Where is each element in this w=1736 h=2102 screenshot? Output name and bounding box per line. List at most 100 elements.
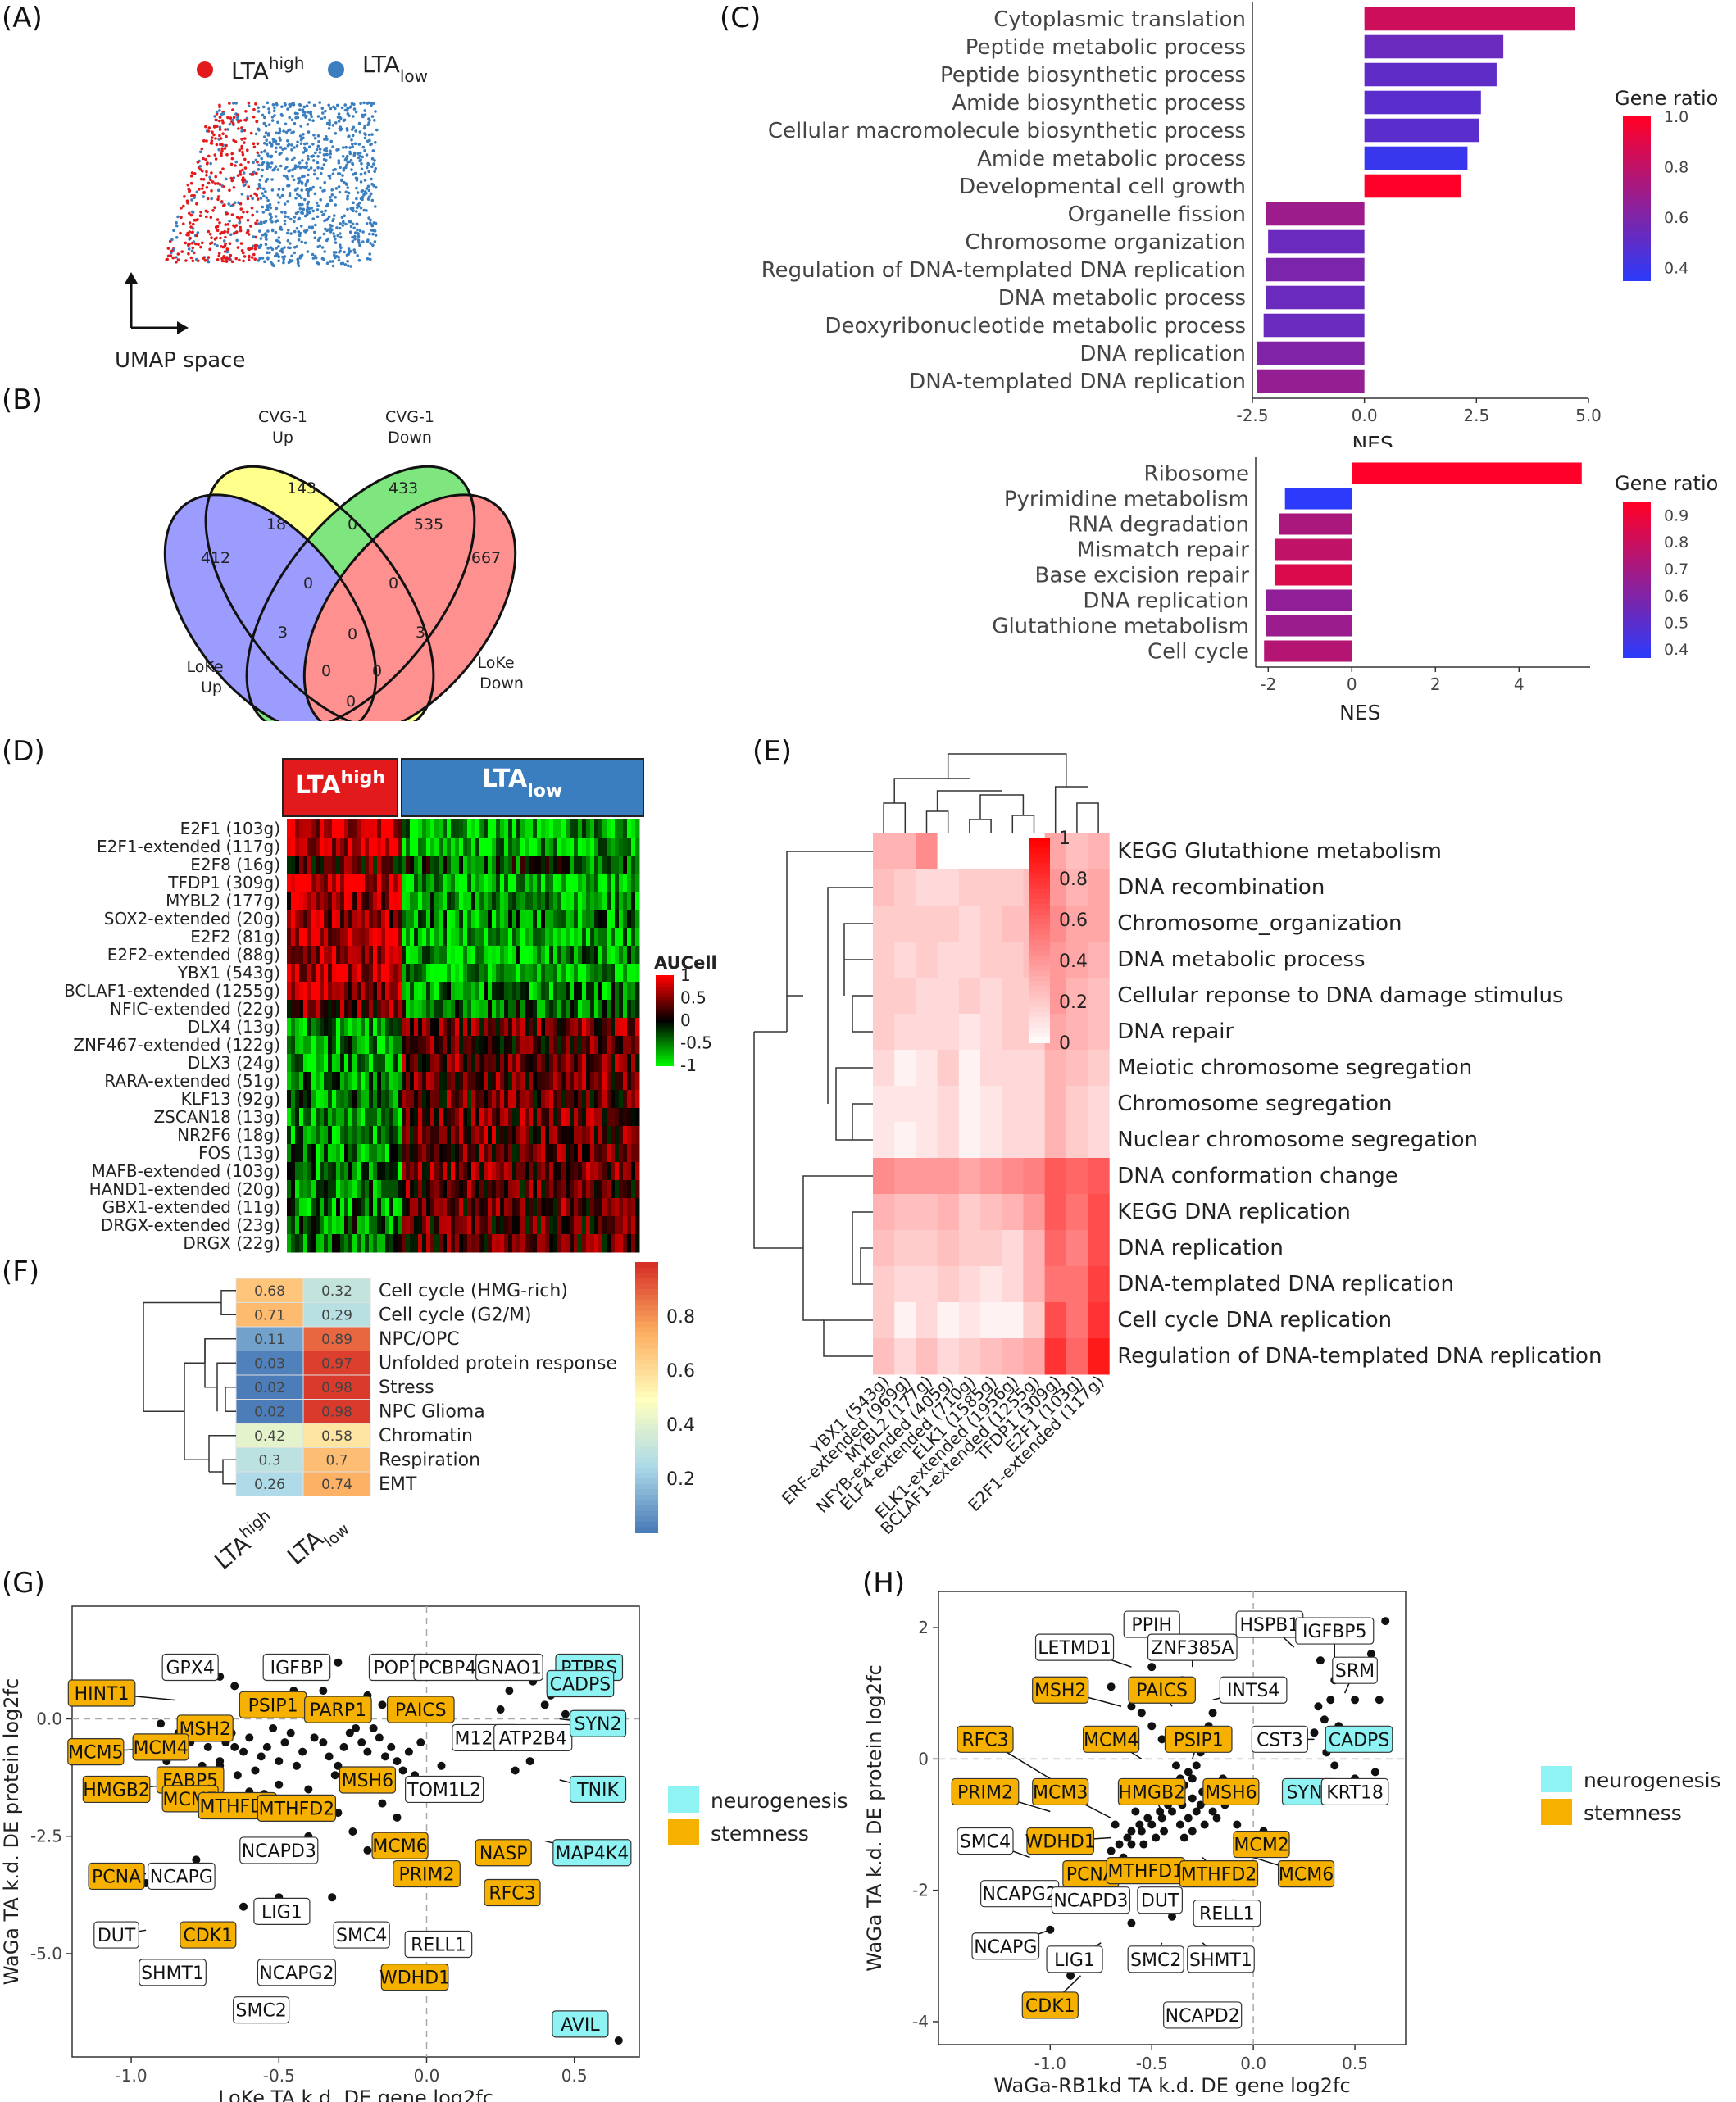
y-tick-label: 2 <box>918 1618 929 1637</box>
cell-dna-conformation-change-e2f1-extended-117g <box>1088 1158 1110 1195</box>
cell-npc-glioma-1 <box>302 1399 371 1424</box>
umap-cell-point <box>232 176 236 179</box>
legend-tick-label: 0.9 <box>1664 506 1688 524</box>
umap-cell-point <box>248 255 251 259</box>
data-point <box>1156 1807 1165 1816</box>
cell-chromosome-segregation-nfyb-extended-405g <box>937 1086 960 1123</box>
umap-cell-point <box>315 148 319 152</box>
umap-cell-point <box>221 111 225 116</box>
cell-dna-recombination-ybx1-543g <box>873 869 895 906</box>
cell-regulation-of-dna-templated-dna-replication-ybx1-543g <box>873 1338 895 1375</box>
row-label: DRGX (22g) <box>183 1233 280 1253</box>
data-point <box>230 1742 239 1751</box>
umap-cell-point <box>351 162 355 166</box>
legend-gradient-step <box>1623 116 1651 123</box>
umap-cell-point <box>307 168 311 172</box>
data-point <box>310 1733 319 1742</box>
data-point <box>319 1738 328 1747</box>
umap-cell-point <box>307 111 311 114</box>
umap-cell-point <box>342 180 346 184</box>
venn-count-loke-up-only: 412 <box>201 549 230 567</box>
umap-cell-point <box>307 118 311 121</box>
umap-cell-point <box>374 140 377 144</box>
umap-cell-point <box>363 132 366 135</box>
row-label: Cellular reponse to DNA damage stimulus <box>1117 983 1563 1008</box>
legend-gradient-step <box>1623 269 1651 276</box>
cell-dna-replication-e2f1-extended-117g <box>1088 1230 1110 1267</box>
umap-cell-point <box>196 231 200 234</box>
x-tick-label: 2.5 <box>1463 406 1489 425</box>
umap-cell-point <box>225 143 228 148</box>
cell-kegg-glutathione-metabolism-elf4-extended-710g <box>958 833 981 870</box>
row-label: YBX1 (543g) <box>177 963 280 983</box>
data-point <box>1310 1728 1319 1737</box>
umap-cell-point <box>337 120 341 123</box>
umap-cell-point <box>258 178 262 182</box>
category-label: Mismatch repair <box>1077 538 1249 563</box>
cell-dna-recombination-nfyb-extended-405g <box>937 869 960 906</box>
umap-cell-point <box>217 148 221 152</box>
umap-cell-point <box>298 207 302 211</box>
cell-dna-repair-e2f1-103g <box>1066 1014 1088 1051</box>
bar-peptide-biosynthetic-process <box>1364 62 1497 87</box>
legend-tick-label: 0.8 <box>1664 533 1688 552</box>
x-axis-label: NES <box>1352 432 1393 447</box>
umap-cell-point <box>357 143 361 146</box>
umap-cell-point <box>274 150 278 154</box>
umap-cell-point <box>253 243 257 247</box>
venn-count-lu-cu-ld: 0 <box>321 662 331 680</box>
data-point <box>269 1723 278 1732</box>
umap-cell-point <box>306 192 310 196</box>
umap-cell-point <box>218 134 221 138</box>
legend-gradient-step <box>635 1381 658 1387</box>
cell-cell-cycle-dna-replication-elk1-1585g <box>980 1302 1002 1339</box>
gene-label-box-avil <box>552 2010 609 2038</box>
gene-label-box-mcm4 <box>1083 1725 1140 1753</box>
umap-cell-point <box>236 116 239 119</box>
legend-gradient-step <box>1623 264 1651 270</box>
umap-cell-point <box>331 264 335 268</box>
umap-cell-point <box>300 196 303 200</box>
gene-label-box-ncapd3 <box>1051 1886 1130 1914</box>
legend-gradient-step <box>1623 154 1651 161</box>
umap-cell-point <box>303 197 307 202</box>
cell-chromosome-segregation-ybx1-543g <box>873 1086 895 1123</box>
umap-cell-point <box>352 226 357 230</box>
umap-cell-point <box>325 138 329 141</box>
category-label: Ribosome <box>1144 462 1249 487</box>
legend-gradient-step <box>635 1478 658 1485</box>
x-tick-label: -0.5 <box>1136 2054 1168 2073</box>
umap-cell-point <box>293 164 298 167</box>
umap-cell-point <box>296 116 300 120</box>
umap-cell-point <box>246 218 250 222</box>
umap-cell-point <box>266 101 270 105</box>
umap-cell-point <box>288 116 292 120</box>
gene-label-box-rell1 <box>404 1930 473 1959</box>
umap-cell-point <box>252 142 256 145</box>
legend-gradient-step <box>1029 940 1050 947</box>
data-point <box>525 1757 534 1766</box>
x-tick-label: -2.5 <box>1236 406 1268 425</box>
umap-cell-point <box>166 257 169 261</box>
row-label: DLX4 (13g) <box>188 1017 280 1037</box>
umap-cell-point <box>187 252 190 256</box>
umap-cell-point <box>264 243 268 247</box>
umap-cell-point <box>246 197 250 201</box>
umap-cell-point <box>277 236 281 239</box>
umap-cell-point <box>270 119 275 122</box>
umap-cell-point <box>242 184 246 188</box>
umap-cell-point <box>299 225 303 228</box>
signature-heatmap: 0.68 0.32 Cell cycle (HMG-rich)0.71 0.29 Cel… <box>143 1262 695 1573</box>
umap-cell-point <box>363 109 366 112</box>
umap-cell-point <box>253 247 257 251</box>
umap-cell-point <box>188 242 191 246</box>
umap-cell-point <box>299 142 303 145</box>
data-point <box>1196 1800 1205 1809</box>
umap-cell-point <box>263 260 266 264</box>
umap-cell-point <box>286 238 290 243</box>
umap-cell-point <box>247 161 250 164</box>
legend-gradient-step <box>635 1467 658 1474</box>
umap-cell-point <box>269 246 273 249</box>
cell-dna-conformation-change-elf4-extended-710g <box>958 1158 981 1195</box>
umap-cell-point <box>343 103 348 107</box>
